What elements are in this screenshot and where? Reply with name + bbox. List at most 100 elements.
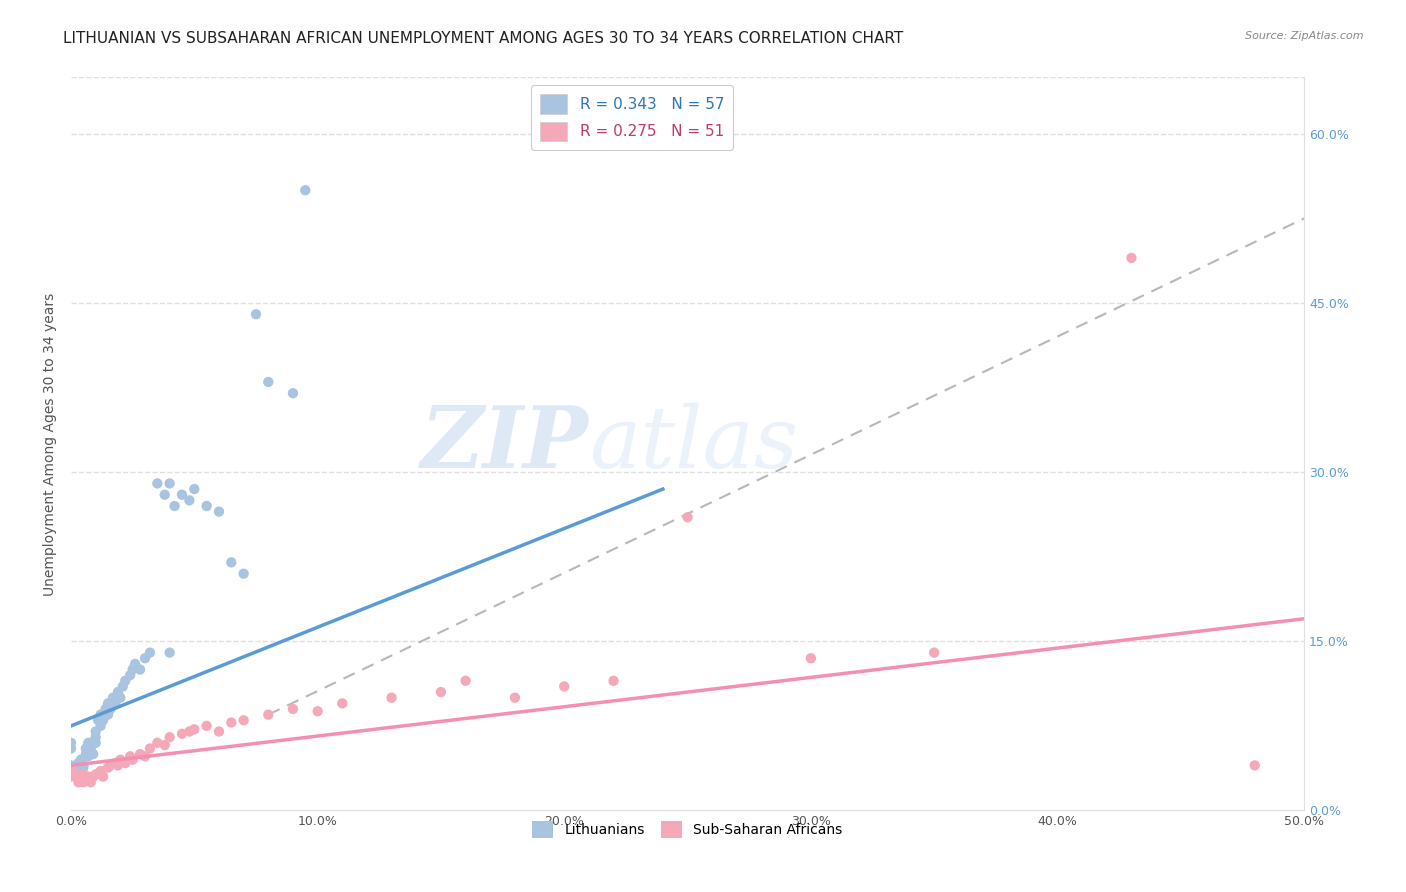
Point [183,482,205,496]
Point [101,690,124,705]
Point [129,747,152,761]
Text: atlas: atlas [589,402,799,485]
Text: LITHUANIAN VS SUBSAHARAN AFRICAN UNEMPLOYMENT AMONG AGES 30 TO 34 YEARS CORRELAT: LITHUANIAN VS SUBSAHARAN AFRICAN UNEMPLO… [63,31,904,46]
Point [503,690,526,705]
Point [70,753,93,767]
Point [75,772,97,786]
Point [77,749,100,764]
Point [120,749,142,764]
Point [381,690,404,705]
Point [87,713,110,727]
Point [75,741,97,756]
Point [90,764,112,778]
Point [163,499,186,513]
Point [134,651,156,665]
Point [602,673,624,688]
Point [1243,758,1265,772]
Point [170,727,193,741]
Point [281,386,304,401]
Point [65,770,87,784]
Point [110,690,132,705]
Point [800,651,823,665]
Point [72,758,94,772]
Point [121,753,143,767]
Point [159,476,181,491]
Point [134,749,156,764]
Point [100,702,122,716]
Point [90,707,112,722]
Point [330,697,353,711]
Point [153,738,176,752]
Point [124,657,146,671]
Point [82,747,104,761]
Point [146,476,169,491]
Point [84,730,107,744]
Point [91,770,114,784]
Point [183,723,205,737]
Legend: Lithuanians, Sub-Saharan Africans: Lithuanians, Sub-Saharan Africans [527,816,848,844]
Point [129,663,152,677]
Point [60,736,83,750]
Point [67,761,90,775]
Point [67,756,90,771]
Point [72,761,94,775]
Point [80,741,103,756]
Point [1121,251,1143,265]
Point [121,663,143,677]
Point [208,724,231,739]
Point [84,724,107,739]
Point [62,764,84,778]
Point [281,702,304,716]
Point [139,741,162,756]
Point [72,767,94,781]
Point [107,685,129,699]
Point [676,510,699,524]
Point [65,764,87,778]
Point [84,767,107,781]
Point [60,770,83,784]
Point [97,707,120,722]
Point [75,747,97,761]
Point [294,183,316,197]
Point [60,741,83,756]
Point [232,713,254,727]
Point [307,704,329,718]
Point [77,736,100,750]
Point [221,715,243,730]
Point [170,488,193,502]
Point [553,680,575,694]
Point [159,646,181,660]
Point [70,772,93,786]
Point [65,758,87,772]
Point [104,697,127,711]
Point [257,707,280,722]
Point [90,719,112,733]
Point [114,756,136,771]
Point [221,555,243,569]
Y-axis label: Unemployment Among Ages 30 to 34 years: Unemployment Among Ages 30 to 34 years [44,293,58,596]
Point [195,719,218,733]
Point [245,307,267,321]
Point [80,736,103,750]
Point [232,566,254,581]
Point [97,761,120,775]
Point [179,724,201,739]
Point [208,505,231,519]
Point [70,764,93,778]
Point [454,673,477,688]
Point [159,730,181,744]
Point [146,736,169,750]
Point [153,488,176,502]
Point [67,775,90,789]
Point [91,713,114,727]
Point [179,493,201,508]
Point [67,770,90,784]
Point [107,758,129,772]
Text: ZIP: ZIP [420,402,589,486]
Point [430,685,453,699]
Point [922,646,945,660]
Point [139,646,162,660]
Point [94,702,117,716]
Point [82,770,104,784]
Point [60,758,83,772]
